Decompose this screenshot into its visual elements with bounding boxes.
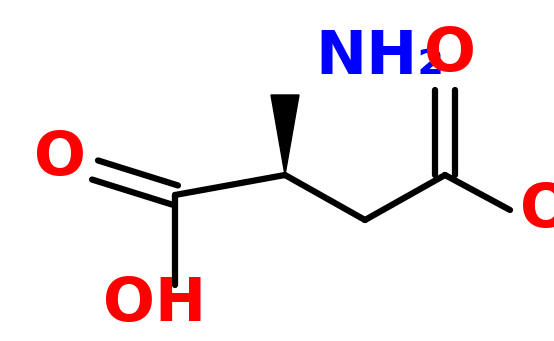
Text: OH: OH xyxy=(520,180,554,239)
Text: OH: OH xyxy=(104,276,207,335)
Polygon shape xyxy=(271,95,299,175)
Text: NH₂: NH₂ xyxy=(315,29,444,88)
Text: O: O xyxy=(424,26,476,85)
Text: O: O xyxy=(34,129,86,188)
